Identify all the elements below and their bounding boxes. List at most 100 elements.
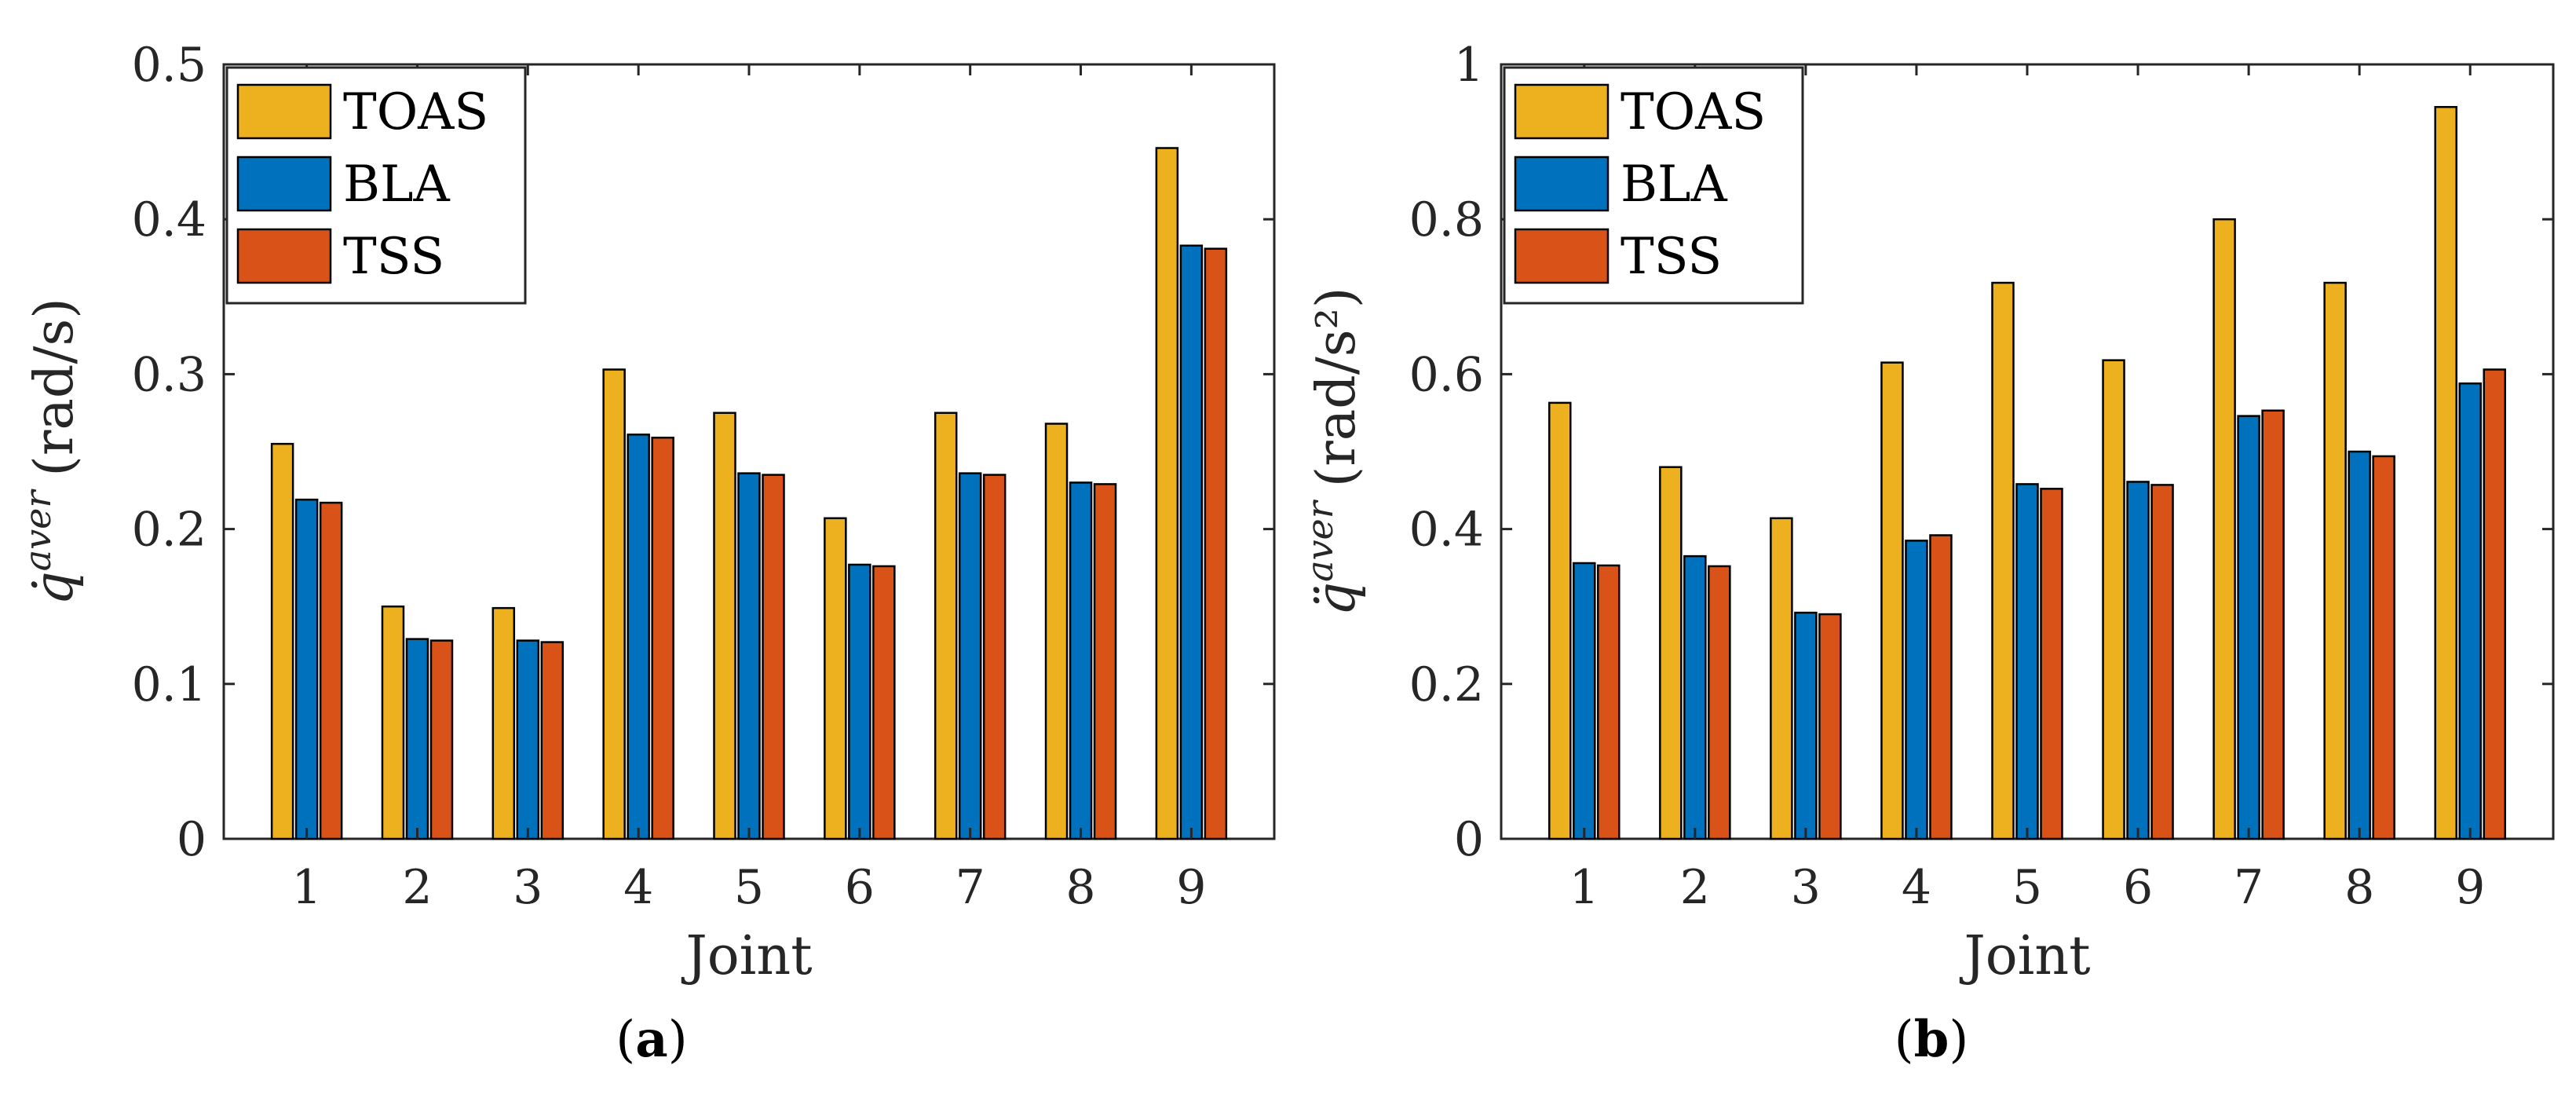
bar-toas-joint-8 (1044, 423, 1069, 840)
legend-swatch-tss (236, 228, 332, 284)
y-axis-label-unit: (rad/s) (24, 298, 86, 476)
x-tick-label: 4 (623, 860, 653, 915)
panel-caption: (b) (1895, 1010, 1969, 1069)
bar-bla-joint-4 (627, 434, 650, 840)
y-tick-label: 0.4 (132, 192, 206, 247)
bar-bla-joint-8 (2348, 450, 2371, 840)
y-axis-label: q̈aver (rad/s²) (1299, 287, 1368, 617)
bar-toas-joint-4 (1880, 361, 1904, 840)
caption-open-paren: ( (1895, 1011, 1914, 1069)
y-axis-label-symbol: q̈ (1306, 582, 1368, 617)
x-tick-label: 5 (734, 860, 764, 915)
bar-toas-joint-3 (1770, 517, 1793, 840)
x-tick-label: 7 (955, 860, 985, 915)
x-tick-label: 4 (1902, 860, 1931, 915)
bar-toas-joint-2 (381, 605, 405, 840)
bar-toas-joint-6 (824, 517, 847, 840)
x-tick-label: 5 (2012, 860, 2042, 915)
y-axis-label-superscript: aver (16, 489, 59, 572)
x-tick-label: 3 (513, 860, 543, 915)
legend-swatch-toas (236, 83, 332, 140)
bar-tss-joint-7 (982, 474, 1007, 840)
bar-bla-joint-4 (1905, 540, 1928, 840)
x-tick-label: 8 (1065, 860, 1095, 915)
y-tick-label: 0.4 (1409, 503, 1484, 558)
y-tick-label: 0.2 (1409, 657, 1484, 712)
bar-bla-joint-5 (2015, 483, 2039, 840)
bar-bla-joint-3 (516, 639, 540, 840)
y-tick-label: 0.2 (132, 503, 206, 558)
legend-swatch-bla (1514, 156, 1610, 212)
caption-letter: a (635, 1010, 667, 1069)
bar-toas-joint-3 (491, 606, 516, 840)
panel-caption: (a) (616, 1010, 687, 1069)
bar-toas-joint-5 (1991, 281, 2015, 840)
caption-letter: b (1914, 1010, 1949, 1069)
legend-swatch-bla (236, 156, 332, 212)
bar-tss-joint-1 (1597, 564, 1621, 840)
x-tick-label: 6 (845, 860, 875, 915)
y-tick-label: 0.6 (1409, 347, 1484, 402)
legend-label-bla: BLA (1621, 156, 1728, 214)
legend-label-bla: BLA (343, 156, 451, 214)
bar-toas-joint-7 (934, 412, 958, 840)
bar-toas-joint-4 (602, 368, 626, 840)
bar-tss-joint-8 (1093, 483, 1117, 840)
bar-tss-joint-4 (651, 437, 674, 840)
legend-label-tss: TSS (343, 228, 444, 286)
caption-close-paren: ) (1949, 1011, 1968, 1069)
y-axis-label-unit: (rad/s²) (1306, 287, 1368, 488)
caption-close-paren: ) (668, 1011, 688, 1069)
x-tick-label: 7 (2234, 860, 2264, 915)
bar-toas-joint-2 (1659, 466, 1683, 840)
bar-tss-joint-3 (540, 641, 565, 840)
bar-bla-joint-1 (294, 498, 319, 840)
bar-toas-joint-8 (2323, 281, 2347, 840)
bar-toas-joint-9 (2434, 105, 2457, 840)
bar-toas-joint-1 (270, 442, 294, 840)
bar-tss-joint-2 (1708, 565, 1731, 840)
x-axis-label: Joint (1959, 925, 2090, 987)
x-tick-label: 2 (1680, 860, 1710, 915)
bar-toas-joint-9 (1155, 147, 1179, 840)
y-axis-label-superscript: aver (1299, 499, 1341, 582)
bar-toas-joint-6 (2102, 359, 2125, 840)
bar-tss-joint-9 (1204, 247, 1228, 840)
bar-bla-joint-3 (1794, 611, 1818, 840)
bar-tss-joint-5 (762, 474, 785, 840)
bar-bla-joint-1 (1573, 562, 1596, 840)
x-tick-label: 2 (402, 860, 432, 915)
bar-bla-joint-5 (737, 472, 761, 840)
y-axis-label: q̇aver (rad/s) (16, 298, 86, 606)
bar-bla-joint-7 (958, 472, 982, 840)
bar-toas-joint-5 (713, 412, 736, 840)
bar-tss-joint-3 (1818, 613, 1842, 840)
bar-tss-joint-6 (2150, 484, 2174, 840)
bar-tss-joint-6 (872, 565, 896, 840)
x-tick-label: 6 (2123, 860, 2153, 915)
bar-bla-joint-8 (1069, 481, 1093, 840)
y-tick-label: 0 (1454, 812, 1484, 867)
legend-swatch-toas (1514, 83, 1610, 140)
bar-bla-joint-2 (405, 638, 429, 840)
bar-bla-joint-6 (2126, 481, 2150, 840)
bar-tss-joint-9 (2483, 368, 2506, 840)
bar-bla-joint-9 (2458, 382, 2482, 840)
bar-bla-joint-9 (1179, 244, 1204, 840)
x-tick-label: 8 (2344, 860, 2374, 915)
bar-tss-joint-4 (1929, 534, 1953, 840)
y-tick-label: 0.8 (1409, 192, 1484, 247)
bar-tss-joint-8 (2372, 455, 2395, 840)
chart-panel-b: 0 0.2 0.4 0.6 0.8 1 1 2 3 4 5 6 7 8 9 Joint q̈aver (rad/s… (1299, 38, 2555, 1069)
y-tick-label: 0.3 (132, 347, 206, 402)
bar-tss-joint-5 (2040, 488, 2063, 840)
bar-bla-joint-2 (1683, 554, 1707, 840)
x-tick-label: 1 (1569, 860, 1599, 915)
x-axis-label: Joint (681, 925, 812, 987)
y-axis-label-symbol: q̇ (24, 571, 86, 606)
bar-bla-joint-7 (2237, 415, 2260, 840)
bar-tss-joint-7 (2261, 409, 2285, 840)
y-tick-label: 0 (177, 812, 206, 867)
legend-label-toas: TOAS (1621, 83, 1766, 141)
